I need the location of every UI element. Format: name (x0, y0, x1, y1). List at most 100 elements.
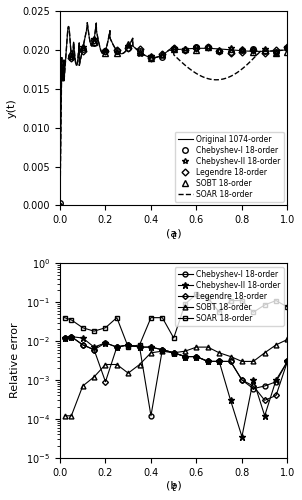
Chebyshev-II 18-order (206, 358, 210, 364)
Chebyshev-II 18-order (194, 354, 198, 360)
Chebyshev-I 18-order (240, 377, 244, 383)
SOAR 18-order (252, 310, 255, 316)
Line: Original 1074-order: Original 1074-order (60, 22, 288, 206)
SOBT 18-order (69, 413, 73, 419)
Legendre 18-order (104, 48, 107, 54)
Chebyshev-I 18-order (104, 48, 107, 54)
Chebyshev-I 18-order (58, 200, 62, 205)
SOBT 18-order (183, 46, 187, 52)
Chebyshev-II 18-order (92, 36, 96, 43)
Chebyshev-II 18-order (69, 55, 73, 61)
SOBT 18-order (217, 350, 221, 356)
Chebyshev-II 18-order (183, 46, 187, 52)
Legendre 18-order (172, 46, 175, 52)
Line: Legendre 18-order: Legendre 18-order (63, 334, 290, 402)
SOBT 18-order (161, 348, 164, 354)
Chebyshev-II 18-order (274, 50, 278, 56)
Chebyshev-II 18-order (81, 335, 85, 341)
SOAR 18-order (229, 298, 232, 304)
SOBT 18-order (240, 358, 244, 364)
Line: Chebyshev-I 18-order: Chebyshev-I 18-order (57, 40, 290, 205)
Legendre 18-order (81, 342, 85, 348)
SOBT 18-order (252, 48, 255, 54)
Legendre 18-order (217, 358, 221, 364)
Legendre 18-order (69, 55, 73, 61)
Legendre 18-order (127, 44, 130, 51)
Chebyshev-II 18-order (104, 48, 107, 54)
Chebyshev-I 18-order (69, 53, 73, 59)
X-axis label: t: t (172, 483, 176, 493)
SOBT 18-order (104, 50, 107, 56)
Line: SOBT 18-order: SOBT 18-order (62, 337, 290, 418)
SOBT 18-order (172, 350, 175, 356)
Legendre 18-order (206, 44, 210, 50)
Chebyshev-I 18-order (138, 48, 141, 54)
Chebyshev-I 18-order (229, 48, 232, 54)
Chebyshev-II 18-order (252, 377, 255, 383)
Chebyshev-I 18-order (172, 46, 175, 52)
SOBT 18-order (263, 47, 266, 53)
SOBT 18-order (58, 204, 62, 210)
Chebyshev-II 18-order (58, 202, 62, 208)
Legendre 18-order (172, 350, 175, 356)
SOBT 18-order (229, 46, 232, 52)
SOBT 18-order (81, 44, 85, 50)
Legendre 18-order (229, 50, 232, 56)
Chebyshev-I 18-order (263, 48, 266, 54)
Chebyshev-II 18-order (63, 335, 66, 341)
Chebyshev-I 18-order (81, 342, 85, 348)
Legendre 18-order (286, 358, 289, 364)
Original 1074-order (155, 54, 159, 60)
SOBT 18-order (172, 46, 175, 52)
Chebyshev-I 18-order (183, 354, 187, 360)
Chebyshev-I 18-order (138, 344, 141, 350)
Legendre 18-order (217, 48, 221, 54)
Legendre 18-order (115, 344, 119, 350)
Legend: Chebyshev-I 18-order, Chebyshev-II 18-order, Legendre 18-order, SOBT 18-order, S: Chebyshev-I 18-order, Chebyshev-II 18-or… (175, 267, 284, 326)
Text: (b): (b) (166, 481, 182, 491)
SOBT 18-order (286, 48, 289, 54)
SOBT 18-order (138, 48, 141, 54)
Chebyshev-I 18-order (172, 350, 175, 356)
Legendre 18-order (206, 358, 210, 364)
Legendre 18-order (58, 203, 62, 209)
Chebyshev-I 18-order (69, 334, 73, 340)
SOBT 18-order (240, 46, 244, 52)
SOBT 18-order (206, 344, 210, 350)
SOAR 18-order (58, 202, 62, 208)
Chebyshev-II 18-order (183, 354, 187, 360)
SOAR 18-order (172, 335, 175, 341)
Legendre 18-order (69, 334, 73, 340)
SOBT 18-order (194, 47, 198, 53)
Chebyshev-II 18-order (161, 53, 164, 59)
Chebyshev-I 18-order (127, 45, 130, 51)
SOBT 18-order (217, 48, 221, 54)
Legendre 18-order (138, 46, 141, 52)
Line: SOAR 18-order: SOAR 18-order (62, 292, 290, 350)
SOBT 18-order (252, 358, 255, 364)
SOBT 18-order (183, 348, 187, 354)
Chebyshev-II 18-order (286, 44, 289, 50)
SOBT 18-order (115, 362, 119, 368)
Chebyshev-II 18-order (172, 45, 175, 51)
Legendre 18-order (149, 344, 153, 350)
Legendre 18-order (229, 358, 232, 364)
Line: Chebyshev-I 18-order: Chebyshev-I 18-order (62, 334, 290, 418)
Line: Chebyshev-II 18-order: Chebyshev-II 18-order (57, 36, 290, 208)
SOAR 18-order (257, 50, 260, 56)
Chebyshev-I 18-order (206, 44, 210, 51)
SOAR 18-order (183, 301, 187, 307)
Chebyshev-I 18-order (263, 383, 266, 389)
SOAR 18-order (85, 20, 89, 26)
Legendre 18-order (183, 47, 187, 53)
Chebyshev-II 18-order (161, 346, 164, 352)
Chebyshev-I 18-order (149, 413, 153, 419)
Chebyshev-II 18-order (115, 344, 119, 350)
Legendre 18-order (92, 37, 96, 43)
SOAR 18-order (149, 314, 153, 320)
Original 1074-order (84, 30, 88, 36)
SOAR 18-order (286, 47, 289, 53)
Chebyshev-II 18-order (217, 48, 221, 54)
SOBT 18-order (229, 354, 232, 360)
Chebyshev-I 18-order (161, 54, 164, 60)
